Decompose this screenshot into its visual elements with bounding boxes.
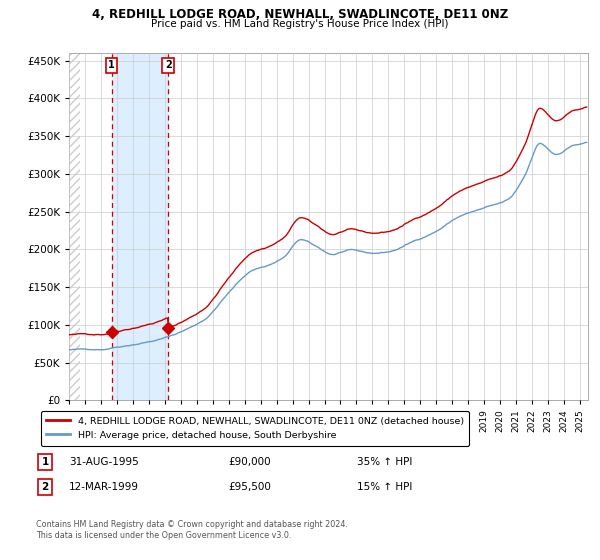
Text: 2: 2 <box>165 60 172 71</box>
Text: £95,500: £95,500 <box>228 482 271 492</box>
Text: 1: 1 <box>108 60 115 71</box>
Text: 1: 1 <box>41 457 49 467</box>
Text: 4, REDHILL LODGE ROAD, NEWHALL, SWADLINCOTE, DE11 0NZ: 4, REDHILL LODGE ROAD, NEWHALL, SWADLINC… <box>92 8 508 21</box>
Text: 31-AUG-1995: 31-AUG-1995 <box>69 457 139 467</box>
Text: 35% ↑ HPI: 35% ↑ HPI <box>357 457 412 467</box>
Text: 15% ↑ HPI: 15% ↑ HPI <box>357 482 412 492</box>
Legend: 4, REDHILL LODGE ROAD, NEWHALL, SWADLINCOTE, DE11 0NZ (detached house), HPI: Ave: 4, REDHILL LODGE ROAD, NEWHALL, SWADLINC… <box>41 410 469 446</box>
Text: 2: 2 <box>41 482 49 492</box>
Bar <box>69 53 80 400</box>
Text: Contains HM Land Registry data © Crown copyright and database right 2024.
This d: Contains HM Land Registry data © Crown c… <box>36 520 348 540</box>
Text: 12-MAR-1999: 12-MAR-1999 <box>69 482 139 492</box>
Text: £90,000: £90,000 <box>228 457 271 467</box>
Text: Price paid vs. HM Land Registry's House Price Index (HPI): Price paid vs. HM Land Registry's House … <box>151 19 449 29</box>
Bar <box>112 53 168 400</box>
